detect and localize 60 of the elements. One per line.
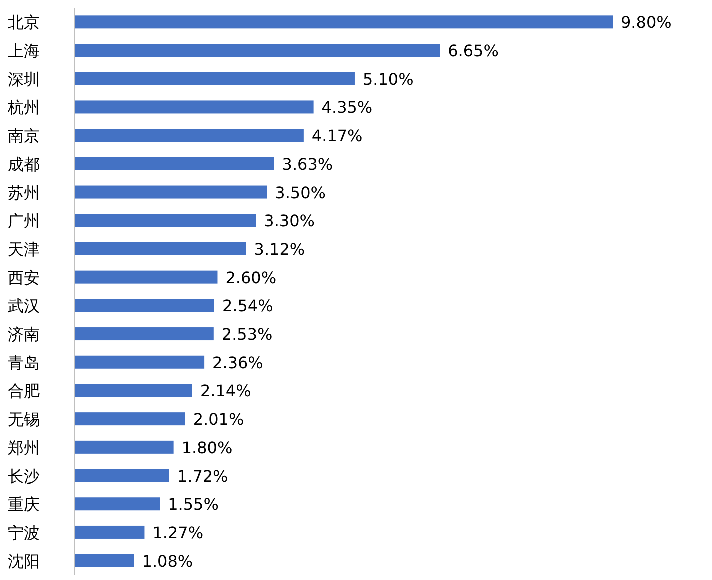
bar: [75, 242, 246, 256]
y-tick-label: 无锡: [8, 410, 40, 430]
y-tick-label: 杭州: [7, 98, 40, 118]
y-tick-label: 上海: [8, 42, 40, 61]
bar: [75, 44, 440, 58]
bar: [75, 440, 174, 454]
bar: [75, 129, 304, 142]
y-tick-label: 成都: [8, 154, 40, 174]
data-label: 1.80%: [182, 438, 233, 458]
y-tick-label: 沈阳: [8, 552, 40, 571]
y-tick-label: 重庆: [8, 495, 40, 514]
y-tick-label: 武汉: [8, 296, 40, 316]
data-label: 2.01%: [193, 410, 244, 430]
data-label: 6.65%: [448, 42, 499, 61]
y-tick-label: 天津: [8, 240, 40, 259]
data-label: 5.10%: [362, 70, 414, 89]
bar: [75, 270, 218, 284]
bar: [75, 498, 160, 511]
bar: [75, 72, 355, 86]
data-label: 2.36%: [212, 353, 264, 372]
data-label: 2.14%: [200, 382, 252, 401]
y-tick-label: 西安: [8, 268, 40, 288]
bar: [75, 526, 145, 539]
data-label: 1.08%: [142, 552, 194, 571]
data-label: 2.60%: [226, 268, 277, 288]
y-tick-label: 宁波: [8, 523, 40, 542]
y-tick-label: 青岛: [8, 353, 40, 372]
bar: [75, 469, 170, 482]
bar: [75, 100, 314, 114]
y-tick-label: 北京: [8, 13, 40, 32]
y-tick-label: 合肥: [8, 382, 40, 401]
bar: [75, 299, 214, 312]
y-tick-label: 苏州: [8, 183, 40, 202]
bar: [75, 214, 256, 228]
y-tick-label: 深圳: [8, 70, 40, 89]
data-label: 1.55%: [168, 495, 219, 514]
bar: [75, 186, 268, 199]
data-label: 3.50%: [275, 183, 326, 202]
data-label: 1.27%: [152, 523, 204, 542]
data-label: 3.12%: [254, 240, 306, 259]
data-label: 2.54%: [222, 296, 274, 316]
data-label: 9.80%: [621, 13, 672, 32]
y-tick-label: 济南: [8, 325, 40, 344]
bar: [75, 356, 205, 369]
data-label: 3.30%: [264, 212, 315, 231]
y-tick-label: 广州: [8, 212, 40, 231]
bar: [75, 384, 192, 398]
data-label: 4.35%: [322, 98, 373, 118]
bar: [75, 16, 613, 29]
y-tick-label: 郑州: [8, 438, 40, 458]
bar: [75, 412, 186, 426]
y-tick-label: 长沙: [8, 466, 40, 486]
data-label: 1.72%: [177, 466, 228, 486]
bar: [75, 554, 134, 568]
bar: [75, 328, 214, 341]
bar: [75, 157, 274, 170]
data-label: 3.63%: [282, 154, 334, 174]
data-label: 2.53%: [222, 325, 273, 344]
y-tick-label: 南京: [8, 126, 40, 146]
data-label: 4.17%: [312, 126, 363, 146]
